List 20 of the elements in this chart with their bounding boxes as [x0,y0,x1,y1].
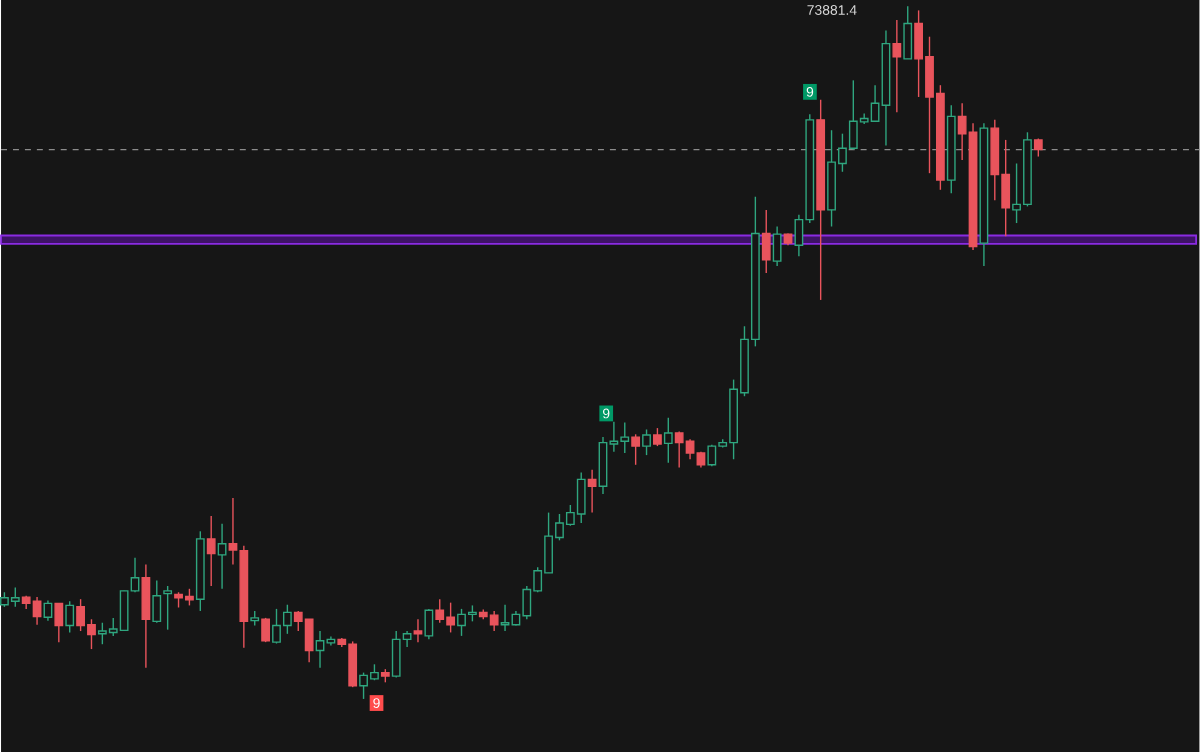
candlestick [261,616,271,643]
candlestick [43,599,53,621]
candlestick [217,522,227,590]
candlestick [892,18,902,113]
candlestick [772,225,782,267]
candlestick [141,563,151,668]
candlestick [413,618,423,643]
candlestick [653,426,662,447]
candlestick [903,5,913,60]
candlestick [152,579,162,623]
candlestick [761,208,771,274]
candlestick [163,584,173,630]
candlestick [663,416,673,463]
candlestick [206,514,216,587]
candlestick [65,600,75,633]
candlestick [642,428,651,456]
candlestick [424,607,434,640]
candlestick [587,468,597,513]
candlestick [54,602,64,643]
candlestick [631,433,641,466]
